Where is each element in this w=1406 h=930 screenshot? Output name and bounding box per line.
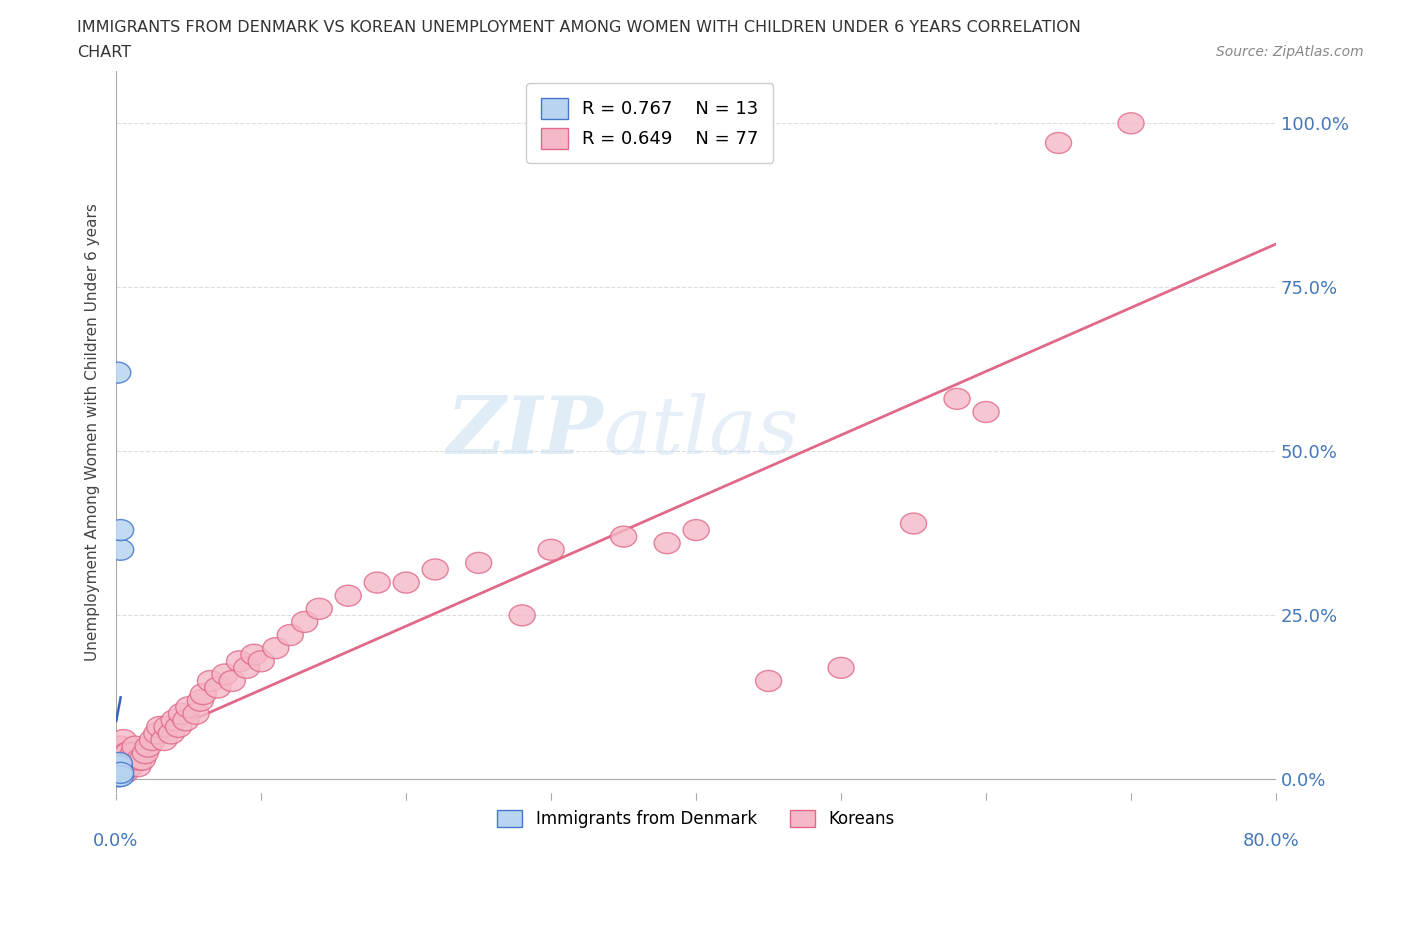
Ellipse shape <box>183 703 209 724</box>
Ellipse shape <box>135 736 162 757</box>
Ellipse shape <box>277 625 304 645</box>
Ellipse shape <box>828 658 853 678</box>
Ellipse shape <box>166 716 191 737</box>
Ellipse shape <box>233 658 260 678</box>
Ellipse shape <box>146 716 173 737</box>
Ellipse shape <box>114 743 139 764</box>
Ellipse shape <box>1118 113 1144 134</box>
Ellipse shape <box>108 765 134 787</box>
Ellipse shape <box>111 756 136 777</box>
Ellipse shape <box>129 750 156 770</box>
Ellipse shape <box>335 585 361 606</box>
Ellipse shape <box>105 756 132 777</box>
Ellipse shape <box>110 750 135 770</box>
Ellipse shape <box>105 750 132 770</box>
Ellipse shape <box>105 736 132 757</box>
Ellipse shape <box>108 750 134 770</box>
Ellipse shape <box>150 729 177 751</box>
Ellipse shape <box>105 752 132 774</box>
Ellipse shape <box>121 743 146 764</box>
Ellipse shape <box>422 559 449 580</box>
Ellipse shape <box>654 533 681 553</box>
Ellipse shape <box>120 750 145 770</box>
Ellipse shape <box>610 526 637 547</box>
Ellipse shape <box>943 389 970 409</box>
Ellipse shape <box>219 671 245 692</box>
Ellipse shape <box>105 759 132 780</box>
Ellipse shape <box>169 703 194 724</box>
Ellipse shape <box>125 756 150 777</box>
Ellipse shape <box>197 671 224 692</box>
Legend: Immigrants from Denmark, Koreans: Immigrants from Denmark, Koreans <box>491 804 901 835</box>
Ellipse shape <box>240 644 267 665</box>
Ellipse shape <box>108 539 134 560</box>
Ellipse shape <box>143 723 170 744</box>
Ellipse shape <box>155 716 180 737</box>
Ellipse shape <box>205 677 231 698</box>
Ellipse shape <box>110 756 135 777</box>
Ellipse shape <box>465 552 492 574</box>
Ellipse shape <box>114 756 139 777</box>
Ellipse shape <box>683 520 709 540</box>
Ellipse shape <box>104 756 131 777</box>
Text: CHART: CHART <box>77 45 131 60</box>
Text: ZIP: ZIP <box>447 392 603 471</box>
Ellipse shape <box>115 743 141 764</box>
Ellipse shape <box>108 520 134 540</box>
Ellipse shape <box>187 690 214 711</box>
Ellipse shape <box>104 362 131 383</box>
Ellipse shape <box>249 651 274 671</box>
Ellipse shape <box>104 763 131 783</box>
Ellipse shape <box>111 763 136 783</box>
Ellipse shape <box>105 765 132 787</box>
Ellipse shape <box>394 572 419 593</box>
Ellipse shape <box>111 729 136 751</box>
Ellipse shape <box>307 598 332 619</box>
Ellipse shape <box>538 539 564 560</box>
Text: Source: ZipAtlas.com: Source: ZipAtlas.com <box>1216 45 1364 59</box>
Ellipse shape <box>104 765 131 787</box>
Ellipse shape <box>226 651 253 671</box>
Text: IMMIGRANTS FROM DENMARK VS KOREAN UNEMPLOYMENT AMONG WOMEN WITH CHILDREN UNDER 6: IMMIGRANTS FROM DENMARK VS KOREAN UNEMPL… <box>77 20 1081 35</box>
Ellipse shape <box>105 763 132 783</box>
Ellipse shape <box>111 750 136 770</box>
Ellipse shape <box>108 756 134 777</box>
Ellipse shape <box>162 710 187 731</box>
Ellipse shape <box>110 763 135 783</box>
Ellipse shape <box>118 756 143 777</box>
Ellipse shape <box>112 750 138 770</box>
Ellipse shape <box>105 763 132 783</box>
Ellipse shape <box>509 604 536 626</box>
Ellipse shape <box>973 402 1000 422</box>
Ellipse shape <box>159 723 184 744</box>
Ellipse shape <box>104 743 131 764</box>
Ellipse shape <box>212 664 238 684</box>
Ellipse shape <box>115 756 141 777</box>
Ellipse shape <box>127 750 152 770</box>
Ellipse shape <box>291 611 318 632</box>
Text: atlas: atlas <box>603 392 799 471</box>
Ellipse shape <box>104 750 131 770</box>
Ellipse shape <box>173 710 198 731</box>
Ellipse shape <box>117 750 142 770</box>
Ellipse shape <box>104 759 131 780</box>
Ellipse shape <box>132 743 159 764</box>
Ellipse shape <box>108 736 134 757</box>
Ellipse shape <box>755 671 782 692</box>
Y-axis label: Unemployment Among Women with Children Under 6 years: Unemployment Among Women with Children U… <box>86 203 100 660</box>
Text: 80.0%: 80.0% <box>1243 832 1299 850</box>
Ellipse shape <box>139 729 166 751</box>
Ellipse shape <box>900 513 927 534</box>
Ellipse shape <box>122 736 148 757</box>
Ellipse shape <box>1046 132 1071 153</box>
Ellipse shape <box>105 756 132 777</box>
Ellipse shape <box>108 763 134 783</box>
Ellipse shape <box>364 572 391 593</box>
Ellipse shape <box>263 638 288 658</box>
Ellipse shape <box>112 763 138 783</box>
Ellipse shape <box>190 684 217 705</box>
Text: 0.0%: 0.0% <box>93 832 138 850</box>
Ellipse shape <box>108 763 134 783</box>
Ellipse shape <box>176 697 202 718</box>
